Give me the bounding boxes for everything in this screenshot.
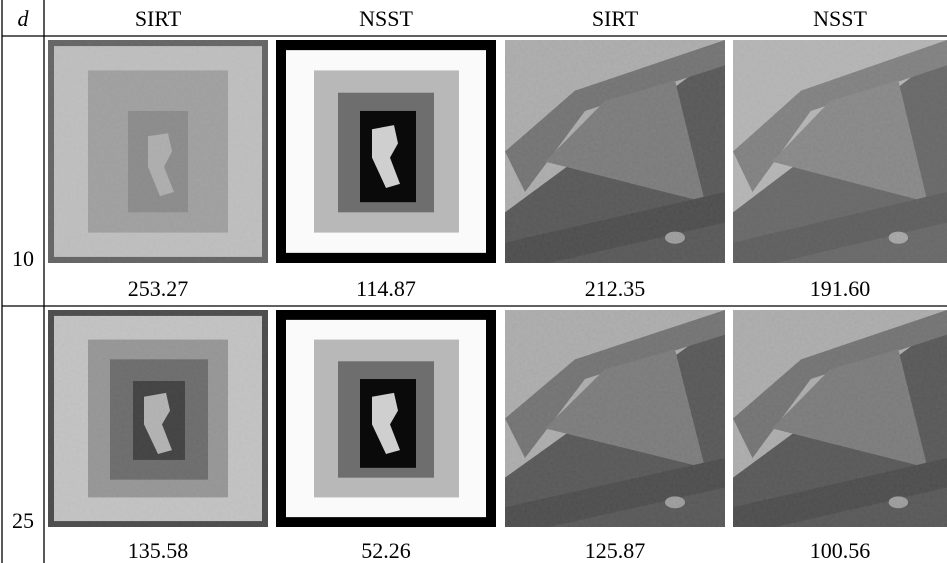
row-label: 25 — [12, 508, 34, 533]
image — [276, 40, 496, 263]
value-cell: 125.87 — [585, 538, 646, 563]
value-cell: 191.60 — [810, 276, 871, 301]
value-cell: 135.58 — [128, 538, 189, 563]
header-cell: NSST — [359, 6, 413, 31]
header-cell: SIRT — [592, 6, 639, 31]
image — [505, 310, 725, 537]
value-cell: 100.56 — [810, 538, 871, 563]
image — [48, 310, 268, 527]
header-cell: SIRT — [135, 6, 182, 31]
header-cell: d — [18, 6, 30, 31]
value-cell: 114.87 — [356, 276, 416, 301]
image — [505, 40, 725, 273]
value-cell: 52.26 — [361, 538, 411, 563]
value-cell: 253.27 — [128, 276, 189, 301]
page: d SIRT NSST SIRT NSST 10 253.27 114.87 2… — [0, 0, 947, 563]
value-cell: 212.35 — [585, 276, 646, 301]
row-label: 10 — [12, 246, 34, 271]
header-cell: NSST — [813, 6, 867, 31]
table-figure: d SIRT NSST SIRT NSST 10 253.27 114.87 2… — [0, 0, 947, 563]
image — [276, 310, 496, 527]
image — [48, 40, 268, 263]
image — [733, 310, 947, 537]
image — [733, 40, 947, 273]
